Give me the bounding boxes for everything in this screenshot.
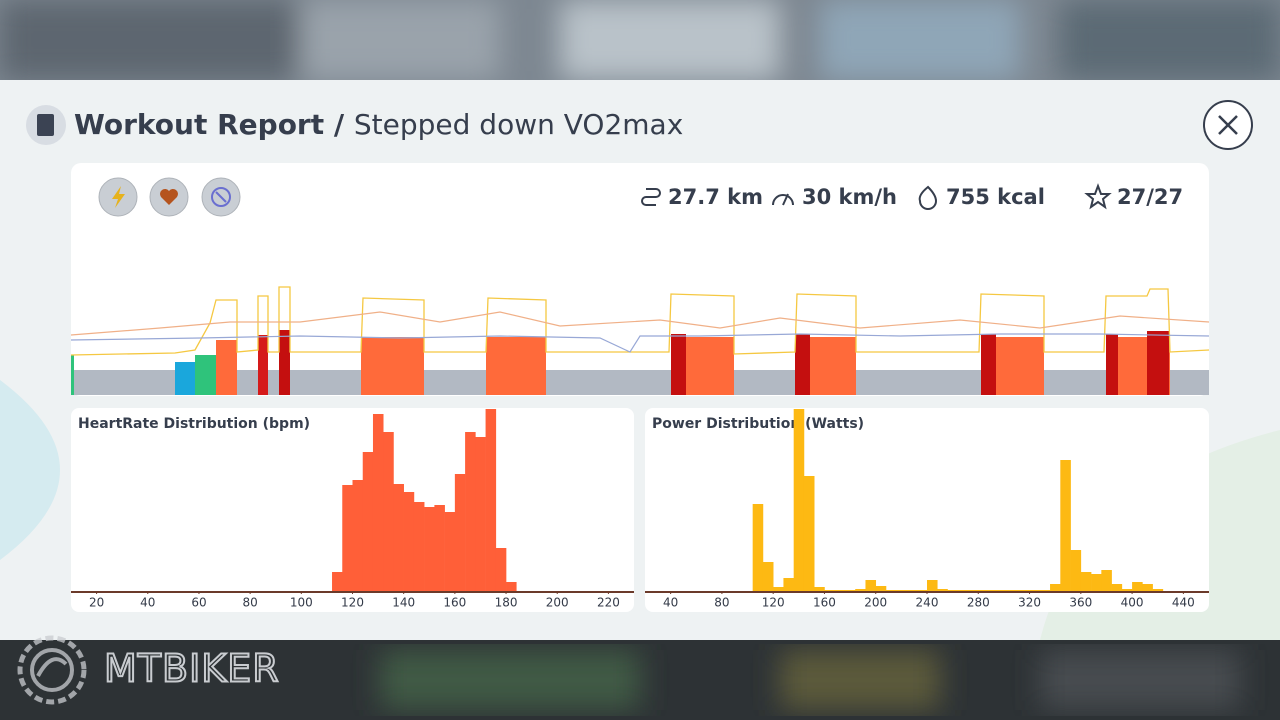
title: Workout Report / Stepped down VO2max (74, 108, 683, 141)
toggle-heart[interactable] (149, 177, 189, 217)
histogram-bar (424, 507, 435, 592)
histogram-bar (1152, 589, 1164, 592)
chart-title: Power Distribution (Watts) (652, 416, 864, 432)
x-tick-label: 440 (1172, 596, 1195, 610)
histogram-bar (475, 437, 486, 592)
x-tick-label: 220 (597, 596, 620, 610)
x-tick-label: 160 (813, 596, 836, 610)
title-main: Workout Report (74, 108, 324, 141)
decor (0, 380, 60, 560)
histogram-bar (372, 414, 384, 592)
histogram-bar (454, 474, 466, 592)
histogram-bar (803, 476, 815, 592)
background-top (0, 0, 1280, 80)
x-tick-label: 40 (140, 596, 155, 610)
x-tick-label: 120 (341, 596, 364, 610)
x-tick-label: 240 (916, 596, 939, 610)
histogram-bar (1060, 460, 1071, 592)
stat-calories: 755 kcal (946, 185, 1045, 209)
x-tick-label: 60 (191, 596, 206, 610)
x-tick-label: 20 (89, 596, 104, 610)
histogram-bar (814, 587, 825, 592)
speed-icon (772, 193, 794, 206)
histograms: HeartRate Distribution (bpm) 20 40 60 80 100 1… (71, 409, 1209, 610)
histogram-bar (865, 580, 877, 592)
histogram-bar (495, 548, 507, 592)
x-tick-label: 200 (864, 596, 887, 610)
score-icon (1084, 183, 1112, 210)
watermark-logo (17, 635, 87, 705)
histogram-bar (937, 589, 948, 592)
histogram-bar (413, 502, 425, 592)
histogram-bar (1101, 570, 1112, 592)
histogram: Power Distribution (Watts) 40 80 120 160 200 2… (645, 409, 1209, 610)
x-tick-label: 280 (967, 596, 990, 610)
histogram-bar (485, 409, 497, 592)
background-bottom (0, 640, 1280, 720)
toggle-power[interactable] (98, 177, 138, 217)
histogram-bar (1091, 574, 1102, 592)
x-tick-label: 120 (762, 596, 785, 610)
histogram-bar (342, 485, 353, 592)
histogram-bar (793, 409, 805, 592)
histogram-bar (444, 512, 456, 592)
stat-distance: 27.7 km (668, 185, 763, 209)
x-tick-label: 80 (242, 596, 257, 610)
watermark-text: MTBIKER (104, 647, 280, 691)
x-tick-label: 180 (495, 596, 518, 610)
histogram-bar (506, 582, 517, 592)
x-tick-label: 320 (1018, 596, 1041, 610)
histogram-bar (393, 484, 404, 592)
histogram-bar (762, 562, 774, 592)
histogram-bar (875, 586, 887, 592)
histogram-bar (352, 480, 364, 592)
histogram-bar (773, 587, 784, 592)
histogram-bar (1080, 572, 1092, 592)
title-subtitle: Stepped down VO2max (354, 108, 683, 141)
close-button[interactable] (1203, 100, 1253, 150)
x-tick-label: 100 (290, 596, 313, 610)
calories-icon (918, 185, 938, 210)
histogram-bar (332, 572, 343, 592)
workout-timeline (70, 286, 1210, 395)
histogram-bar (1121, 589, 1133, 592)
histogram: HeartRate Distribution (bpm) 20 40 60 80 100 1… (71, 409, 634, 610)
histogram-bar (1070, 550, 1082, 592)
histogram-bar (855, 589, 866, 592)
report-icon (37, 114, 54, 136)
x-tick-label: 160 (443, 596, 466, 610)
x-tick-label: 400 (1121, 596, 1144, 610)
distance-icon (641, 188, 661, 206)
x-tick-label: 360 (1069, 596, 1092, 610)
x-tick-label: 40 (663, 596, 678, 610)
histogram-bar (383, 432, 394, 592)
histogram-bar (1111, 584, 1123, 592)
histogram-bar (752, 504, 764, 592)
card (71, 163, 1209, 396)
toggle-cadence[interactable] (201, 177, 241, 217)
x-tick-label: 140 (392, 596, 415, 610)
title-separator: / (334, 108, 345, 141)
histogram-bar (403, 492, 415, 592)
histogram-bar (362, 452, 374, 592)
histogram-bar (783, 578, 794, 592)
histogram-bar (1132, 582, 1143, 592)
histogram-bar (1050, 584, 1061, 592)
x-tick-label: 80 (714, 596, 729, 610)
x-tick-label: 200 (546, 596, 569, 610)
stat-score: 27/27 (1117, 185, 1183, 209)
stat-speed: 30 km/h (802, 185, 897, 209)
histogram-bar (465, 432, 476, 592)
histogram-bar (434, 505, 445, 592)
histogram-bar (927, 580, 938, 592)
histogram-bar (1142, 584, 1153, 592)
chart-title: HeartRate Distribution (bpm) (78, 416, 310, 432)
